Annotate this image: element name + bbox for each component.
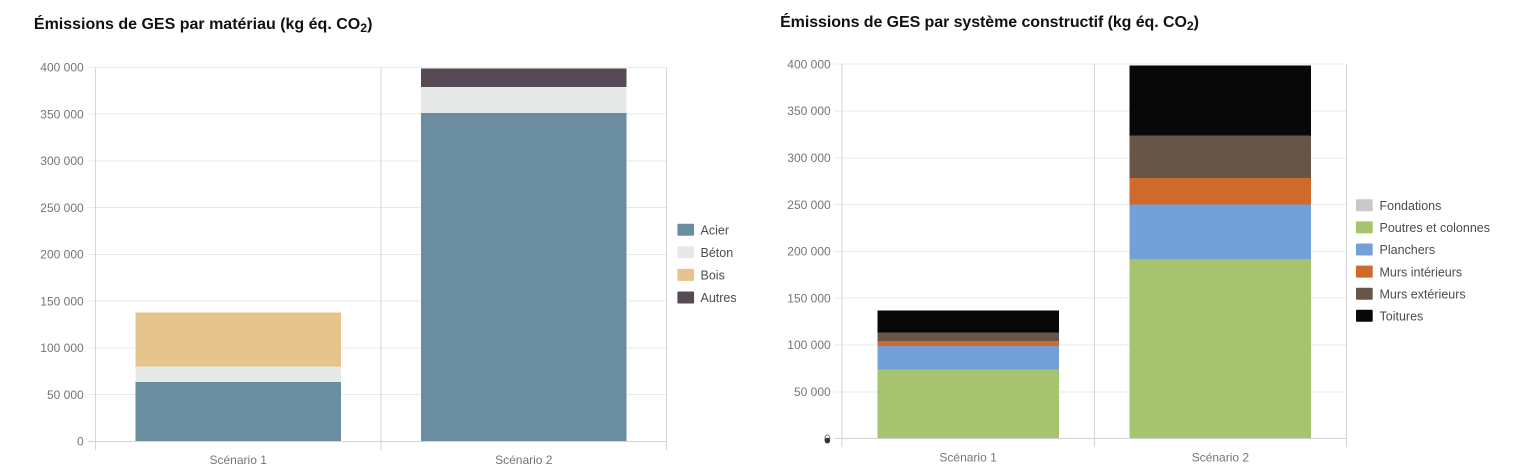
svg-text:400 000: 400 000 — [787, 57, 831, 71]
svg-text:Émissions de GES par matériau: Émissions de GES par matériau (kg éq. CO… — [34, 14, 373, 35]
svg-text:300 000: 300 000 — [787, 151, 831, 165]
svg-text:250 000: 250 000 — [787, 198, 831, 212]
svg-text:Toitures: Toitures — [1380, 309, 1424, 323]
svg-text:50 000: 50 000 — [794, 385, 831, 399]
svg-text:Émissions de GES par système c: Émissions de GES par système constructif… — [780, 12, 1199, 33]
svg-text:350 000: 350 000 — [787, 104, 831, 118]
svg-text:300 000: 300 000 — [40, 154, 84, 168]
svg-text:Béton: Béton — [701, 246, 734, 260]
svg-text:100 000: 100 000 — [40, 341, 84, 355]
svg-text:50 000: 50 000 — [47, 388, 84, 402]
svg-text:150 000: 150 000 — [787, 291, 831, 305]
svg-text:Scénario 2: Scénario 2 — [495, 453, 553, 467]
svg-text:Autres: Autres — [701, 291, 737, 305]
svg-text:100 000: 100 000 — [787, 338, 831, 352]
svg-text:Acier: Acier — [701, 223, 729, 237]
svg-text:Bois: Bois — [701, 269, 725, 283]
svg-text:200 000: 200 000 — [40, 248, 84, 262]
svg-text:200 000: 200 000 — [787, 245, 831, 259]
svg-text:250 000: 250 000 — [40, 201, 84, 215]
svg-text:0: 0 — [77, 435, 84, 449]
svg-text:Scénario 1: Scénario 1 — [210, 453, 268, 467]
svg-text:150 000: 150 000 — [40, 294, 84, 308]
svg-text:Murs intérieurs: Murs intérieurs — [1380, 265, 1463, 279]
svg-text:Poutres et colonnes: Poutres et colonnes — [1380, 221, 1491, 235]
svg-text:350 000: 350 000 — [40, 107, 84, 121]
svg-text:Scénario 1: Scénario 1 — [939, 451, 997, 465]
svg-text:Fondations: Fondations — [1380, 199, 1442, 213]
svg-text:Murs extérieurs: Murs extérieurs — [1380, 287, 1466, 301]
svg-text:400 000: 400 000 — [40, 61, 84, 75]
svg-text:Planchers: Planchers — [1380, 243, 1436, 257]
svg-text:Scénario 2: Scénario 2 — [1192, 451, 1250, 465]
